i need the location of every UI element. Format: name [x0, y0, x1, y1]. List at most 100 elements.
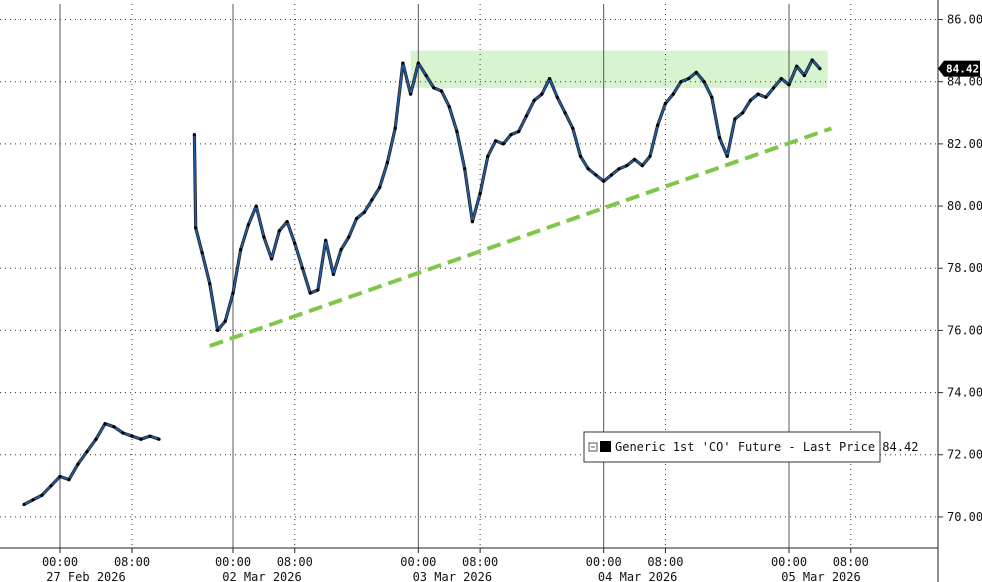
price-point	[49, 484, 53, 488]
price-point	[702, 80, 706, 84]
price-point	[31, 498, 35, 502]
x-date-label: 02 Mar 2026	[222, 570, 301, 582]
y-tick-label: 72.00	[947, 448, 982, 462]
price-point	[139, 437, 143, 441]
price-point	[787, 83, 791, 87]
price-point	[810, 58, 814, 62]
x-tick-label: 00:00	[771, 555, 807, 569]
price-point	[231, 291, 235, 295]
price-point	[640, 164, 644, 168]
price-point	[741, 111, 745, 115]
price-point	[717, 136, 722, 140]
price-point	[347, 235, 351, 239]
y-tick-label: 70.00	[947, 510, 982, 524]
price-point	[748, 98, 753, 102]
price-point	[578, 154, 583, 158]
price-point	[58, 474, 62, 479]
price-point	[756, 92, 760, 96]
price-point	[470, 220, 474, 224]
price-point	[772, 86, 776, 90]
x-date-label: 27 Feb 2026	[46, 570, 125, 582]
support-trendline	[209, 126, 833, 348]
price-point	[563, 111, 567, 115]
price-point	[103, 422, 107, 426]
legend-box	[583, 431, 881, 463]
x-tick-label: 08:00	[833, 555, 869, 569]
x-tick-label: 08:00	[277, 555, 313, 569]
price-point	[22, 502, 26, 507]
price-point	[262, 235, 266, 239]
price-point	[439, 89, 444, 93]
last-price-label: 84.42	[946, 63, 979, 76]
price-point	[277, 229, 281, 233]
price-point	[200, 251, 204, 255]
price-point	[548, 77, 552, 81]
price-line-shadow	[192, 58, 822, 332]
price-line	[193, 59, 821, 332]
price-point	[316, 288, 320, 292]
price-point	[725, 154, 729, 158]
last-price-pointer	[938, 60, 944, 77]
price-point	[385, 160, 389, 165]
price-point	[679, 80, 683, 84]
price-point	[393, 126, 397, 130]
price-point	[609, 173, 614, 177]
x-date-label: 05 Mar 2026	[781, 570, 860, 582]
price-point	[633, 157, 637, 161]
price-point	[656, 123, 660, 127]
x-date-label: 04 Mar 2026	[598, 570, 677, 582]
price-point	[501, 142, 505, 146]
price-point	[285, 220, 289, 224]
price-point	[254, 204, 258, 208]
x-tick-label: 00:00	[215, 555, 251, 569]
x-tick-label: 00:00	[586, 555, 622, 569]
y-tick-label: 78.00	[947, 261, 982, 275]
price-point	[795, 64, 799, 68]
y-tick-label: 82.00	[947, 137, 982, 151]
price-point	[378, 185, 382, 189]
legend-swatch	[600, 441, 611, 452]
price-point	[594, 173, 598, 177]
price-point	[524, 114, 529, 118]
y-tick-label: 76.00	[947, 323, 982, 337]
price-point	[300, 266, 305, 270]
price-point	[532, 98, 536, 102]
price-point	[517, 129, 521, 134]
price-point	[239, 248, 243, 252]
price-point	[293, 241, 297, 245]
price-point	[687, 77, 691, 81]
price-point	[486, 154, 490, 158]
x-date-label: 03 Mar 2026	[413, 570, 492, 582]
y-tick-label: 74.00	[947, 386, 982, 400]
price-point	[270, 257, 274, 261]
price-point	[331, 272, 335, 276]
price-point	[478, 192, 482, 196]
price-point	[617, 167, 621, 171]
price-point	[602, 179, 606, 183]
y-tick-label: 86.00	[947, 13, 982, 27]
price-point	[494, 139, 498, 143]
legend-entry: Generic 1st 'CO' Future - Last Price 84.…	[615, 440, 918, 454]
x-tick-label: 08:00	[647, 555, 683, 569]
price-point	[733, 117, 737, 121]
price-point	[648, 154, 652, 158]
x-tick-label: 00:00	[42, 555, 78, 569]
price-point	[157, 437, 161, 441]
price-point	[246, 223, 250, 227]
price-point	[130, 434, 134, 438]
price-point	[818, 67, 822, 71]
price-point	[148, 434, 152, 438]
price-point	[432, 86, 436, 90]
price-point	[802, 73, 807, 78]
price-point	[112, 425, 116, 429]
price-point	[94, 437, 98, 441]
price-point	[779, 77, 783, 81]
price-point	[555, 95, 559, 99]
price-point	[764, 95, 768, 99]
price-point	[625, 164, 629, 168]
price-point	[586, 167, 590, 171]
price-line	[23, 422, 160, 506]
price-point	[463, 167, 467, 171]
